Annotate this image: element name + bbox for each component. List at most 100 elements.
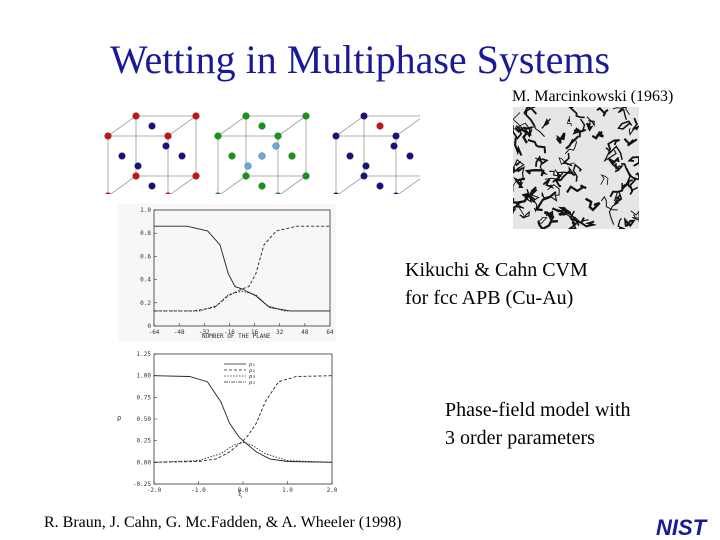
atom [214, 132, 222, 140]
pf-caption-line-2: 3 order parameters [445, 427, 595, 449]
domain-boundary [603, 148, 617, 163]
pf-legend-label: ρ₄ [249, 380, 256, 386]
cvm-caption-line-1: Kikuchi & Cahn CVM [405, 259, 588, 281]
atom [302, 112, 310, 120]
cvm-xtick-label: -32 [199, 329, 210, 336]
domain-boundary [608, 199, 620, 225]
atom [178, 152, 186, 160]
atom [244, 162, 252, 170]
cell-edge [395, 118, 420, 137]
domain-boundary [519, 210, 530, 219]
cell-edge [398, 178, 420, 194]
atom [302, 172, 310, 180]
fcc-unit-cells [104, 112, 420, 194]
domain-boundary [555, 132, 566, 144]
atom [118, 152, 126, 160]
domain-boundary [541, 118, 551, 129]
domain-boundary [525, 107, 536, 115]
atom [274, 132, 282, 140]
domain-boundary [523, 107, 538, 127]
phase-field-plot: 1.25 1.00 0.75 0.50 0.25 0.00 -0.25 -2.0 -1.0 0.… [116, 348, 338, 498]
domain-boundary [562, 152, 573, 167]
domain-boundary [531, 194, 540, 213]
cell-edge [170, 175, 197, 194]
atom [332, 132, 340, 140]
phase-field-caption: Phase-field model with 3 order parameter… [445, 396, 631, 452]
cvm-series-line [154, 225, 330, 312]
atom [148, 122, 156, 130]
pf-series-line [153, 375, 333, 463]
pf-xtick-label: 2.0 [327, 487, 338, 494]
domain-boundary [542, 178, 555, 189]
cvm-xtick-label: 64 [326, 329, 334, 336]
domain-boundary [566, 116, 572, 127]
unit-cell [104, 112, 200, 194]
domain-boundary [568, 210, 577, 229]
domain-boundary [632, 171, 639, 181]
pf-legend-label: ρ₃ [249, 374, 256, 380]
authors-reference: R. Braun, J. Cahn, G. Mc.Fadden, & A. Wh… [44, 514, 402, 531]
domain-boundary [573, 118, 586, 133]
atom [376, 122, 384, 130]
domain-boundary [558, 157, 575, 166]
pf-xtick-label: 1.0 [282, 487, 293, 494]
domain-boundary [600, 174, 609, 186]
cvm-plot-xlabel: NUMBER OF THE PLANE [202, 333, 271, 340]
atom [132, 172, 140, 180]
cvm-ytick-label: 0.8 [140, 230, 151, 237]
domain-boundary [527, 138, 547, 154]
domain-boundary [513, 193, 536, 204]
domain-boundary [564, 140, 577, 155]
atom [228, 152, 236, 160]
cvm-ytick-label: 1.0 [140, 207, 151, 214]
atom [393, 192, 399, 194]
domain-boundary [514, 165, 525, 185]
domain-boundary [560, 170, 576, 181]
atom [104, 132, 112, 140]
svg-text:NIST: NIST [656, 516, 708, 538]
pf-ytick-label: 1.00 [137, 373, 152, 380]
slide-title: Wetting in Multiphase Systems [109, 37, 611, 82]
domain-boundary [612, 107, 630, 116]
atom [134, 162, 142, 170]
micrograph-reference: M. Marcinkowski (1963) [512, 88, 674, 105]
domain-boundary [545, 210, 555, 224]
cvm-caption-line-2: for fcc APB (Cu-Au) [405, 287, 574, 309]
atom [272, 142, 280, 150]
cvm-xtick-label: -16 [224, 329, 235, 336]
domain-boundary [596, 107, 609, 117]
atom [105, 192, 111, 194]
pf-ytick-label: 1.25 [137, 351, 152, 358]
domain-boundary [586, 116, 595, 127]
cvm-frame [153, 209, 331, 327]
pf-legend-label: ρ₁ [249, 362, 256, 368]
domain-boundary [513, 166, 524, 174]
cvm-caption: Kikuchi & Cahn CVM for fcc APB (Cu-Au) [405, 256, 588, 312]
pf-ytick-label: 0.50 [137, 416, 152, 423]
domain-boundary [608, 156, 620, 171]
atom [258, 122, 266, 130]
atom [333, 192, 339, 194]
domain-boundary [617, 120, 633, 130]
domain-boundary [524, 122, 545, 137]
atom [165, 192, 171, 194]
domain-boundary [557, 206, 580, 226]
domain-boundary [513, 205, 517, 214]
domain-boundary [513, 125, 523, 140]
domain-boundary [623, 138, 638, 147]
cvm-xtick-label: -64 [149, 329, 160, 336]
domain-boundary [524, 128, 533, 138]
atom [362, 162, 370, 170]
domain-boundary [591, 130, 605, 140]
domain-boundary [585, 122, 594, 132]
atom [242, 172, 250, 180]
domain-boundary [513, 158, 525, 170]
domain-boundary [552, 207, 565, 217]
atom [360, 112, 368, 120]
pf-xtick-label: -1.0 [191, 487, 206, 494]
cvm-series-line [154, 290, 330, 312]
domain-boundary [565, 135, 580, 150]
domain-boundary [566, 184, 587, 194]
cell-edge [217, 115, 247, 137]
pf-ytick-label: 0.75 [137, 394, 152, 401]
